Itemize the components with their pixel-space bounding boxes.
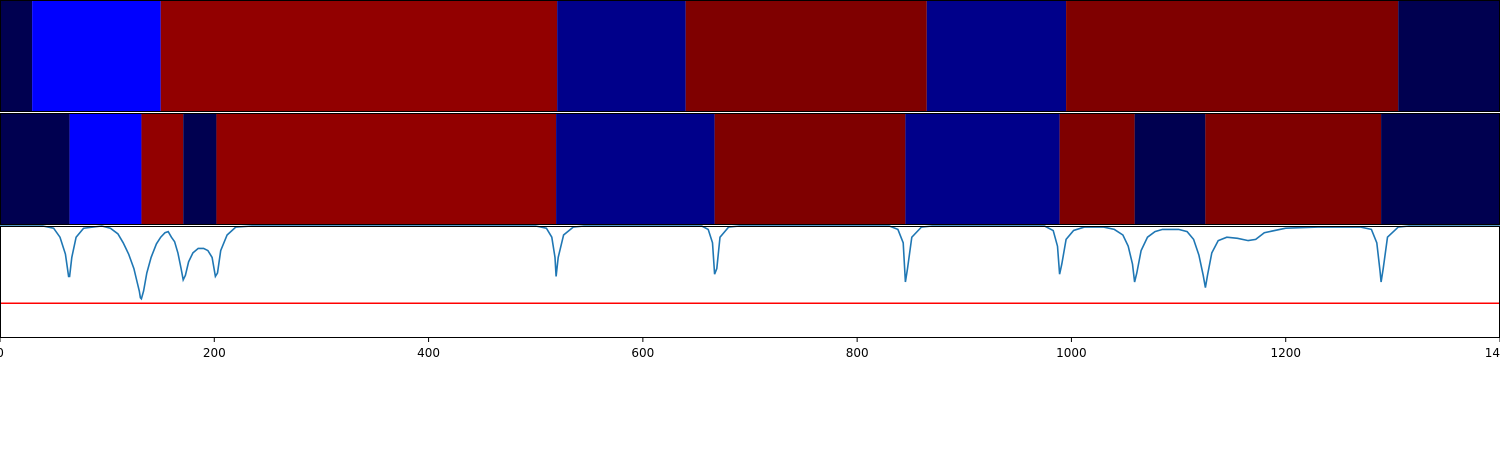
middle-segment-10 (1134, 113, 1206, 225)
middle-segment-8 (905, 113, 1060, 225)
x-tick-label-1400: 1400 (1485, 346, 1500, 360)
top-segment-6 (926, 0, 1067, 112)
middle-segment-1 (0, 113, 70, 225)
signal-panel (0, 225, 1500, 338)
middle-segment-2 (69, 113, 142, 225)
middle-segment-6 (556, 113, 715, 225)
x-tick-label-600: 600 (631, 346, 654, 360)
top-segment-group (0, 0, 1500, 112)
middle-segmentation-panel (0, 113, 1500, 225)
x-tick-label-800: 800 (846, 346, 869, 360)
middle-segment-12 (1381, 113, 1500, 225)
top-segment-3 (160, 0, 558, 112)
x-tick-label-1200: 1200 (1270, 346, 1301, 360)
signal-line (0, 225, 1500, 301)
x-tick-label-1000: 1000 (1056, 346, 1087, 360)
middle-segment-4 (183, 113, 217, 225)
top-segment-8 (1398, 0, 1500, 112)
middle-segment-5 (216, 113, 557, 225)
x-tick-label-200: 200 (203, 346, 226, 360)
top-segment-4 (557, 0, 686, 112)
top-segment-2 (32, 0, 161, 112)
middle-segment-7 (714, 113, 906, 225)
middle-segment-3 (141, 113, 184, 225)
signal-panel-background (0, 226, 1500, 338)
x-tick-label-0: 0 (0, 346, 4, 360)
top-segment-5 (685, 0, 927, 112)
middle-segment-9 (1059, 113, 1135, 225)
top-segment-1 (0, 0, 33, 112)
middle-segment-11 (1205, 113, 1382, 225)
x-tick-label-400: 400 (417, 346, 440, 360)
x-axis: 0 200 400 600 800 1000 1200 1400 (0, 338, 1500, 360)
top-segmentation-panel (0, 0, 1500, 112)
top-segment-7 (1066, 0, 1399, 112)
middle-segment-group (0, 113, 1500, 225)
